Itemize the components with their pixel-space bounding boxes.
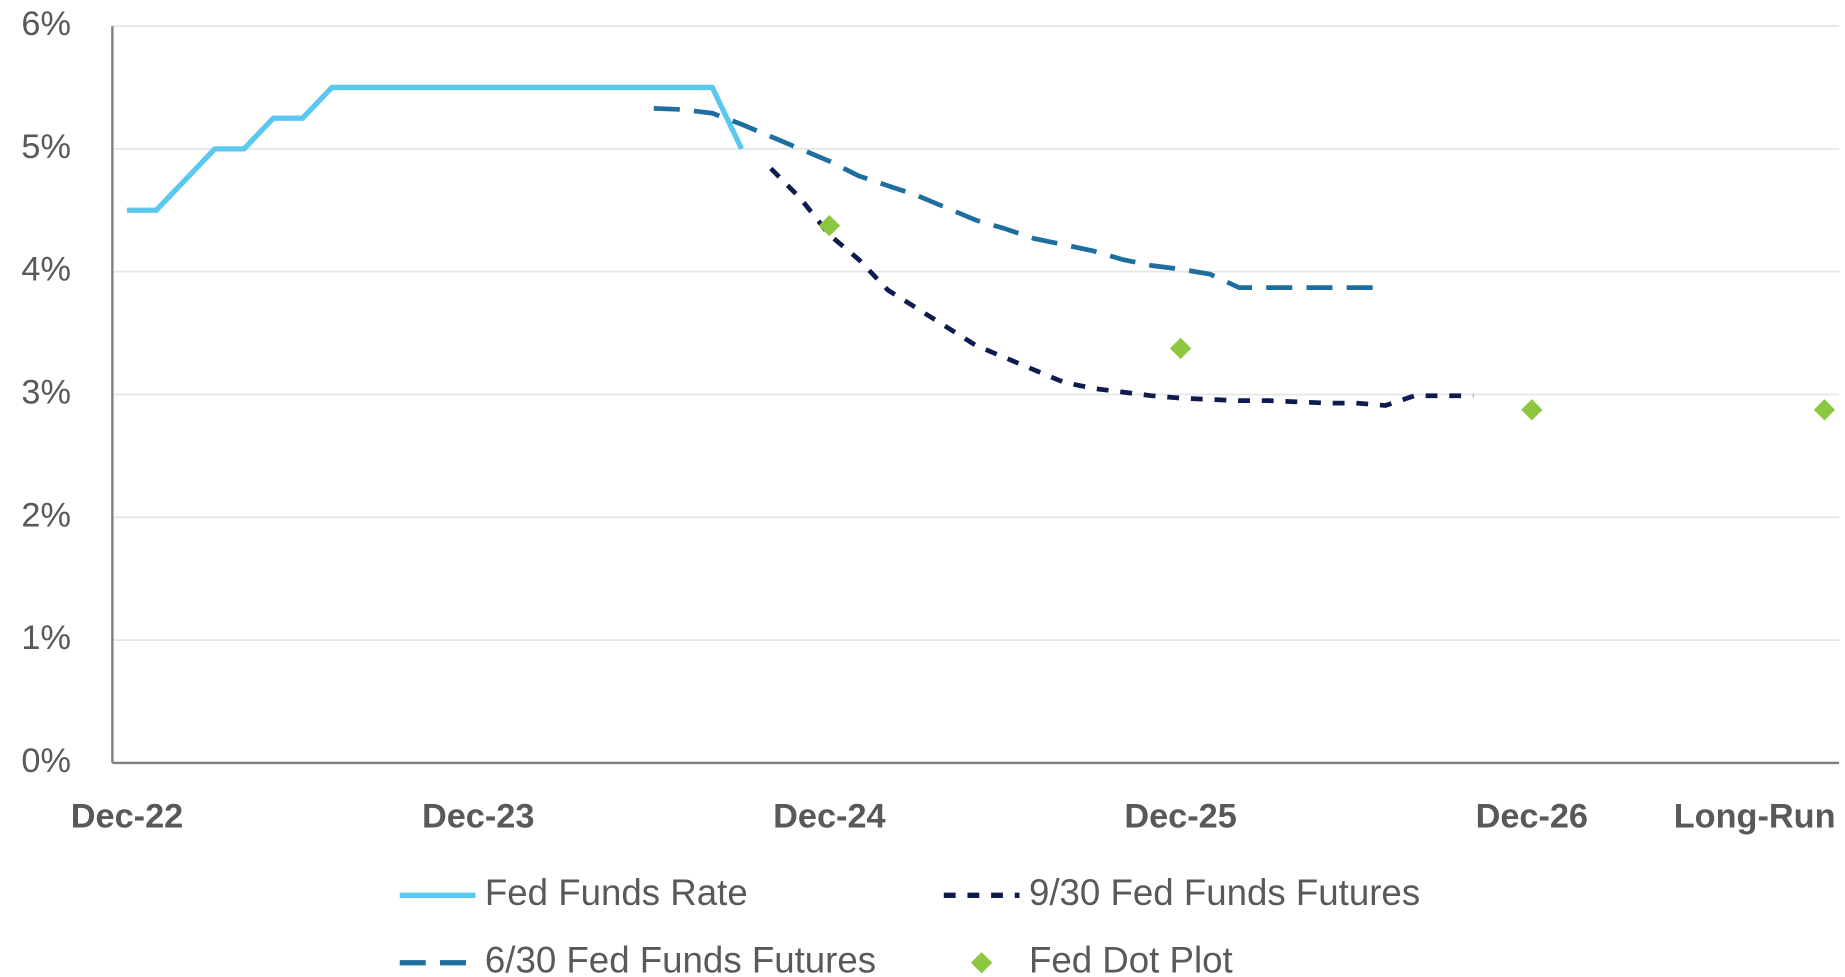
dot-marker xyxy=(1521,399,1543,421)
series-line xyxy=(653,105,1386,291)
series-line xyxy=(126,84,744,213)
x-tick-label: Dec-23 xyxy=(422,798,534,836)
x-tick-label: Long-Run xyxy=(1674,798,1836,836)
y-tick-label: 6% xyxy=(21,5,71,43)
y-tick-label: 4% xyxy=(21,251,71,289)
y-tick-label: 2% xyxy=(21,496,71,534)
dot-marker xyxy=(1813,399,1836,421)
dot-marker xyxy=(818,214,841,237)
dot-marker xyxy=(1169,337,1192,360)
x-tick-label: Dec-25 xyxy=(1124,798,1236,836)
legend-label: 6/30 Fed Funds Futures xyxy=(485,939,876,977)
x-tick-label: Dec-24 xyxy=(773,798,885,836)
legend-label: Fed Dot Plot xyxy=(1029,939,1233,977)
y-tick-label: 1% xyxy=(21,619,71,657)
legend-marker xyxy=(970,952,993,974)
legend-label: Fed Funds Rate xyxy=(485,872,748,913)
x-tick-label: Dec-26 xyxy=(1476,798,1588,836)
series-line xyxy=(769,166,1474,408)
y-tick-label: 3% xyxy=(21,374,71,412)
legend-label: 9/30 Fed Funds Futures xyxy=(1029,872,1420,913)
y-tick-label: 0% xyxy=(21,742,71,780)
x-tick-label: Dec-22 xyxy=(71,798,183,836)
y-tick-label: 5% xyxy=(21,128,71,166)
